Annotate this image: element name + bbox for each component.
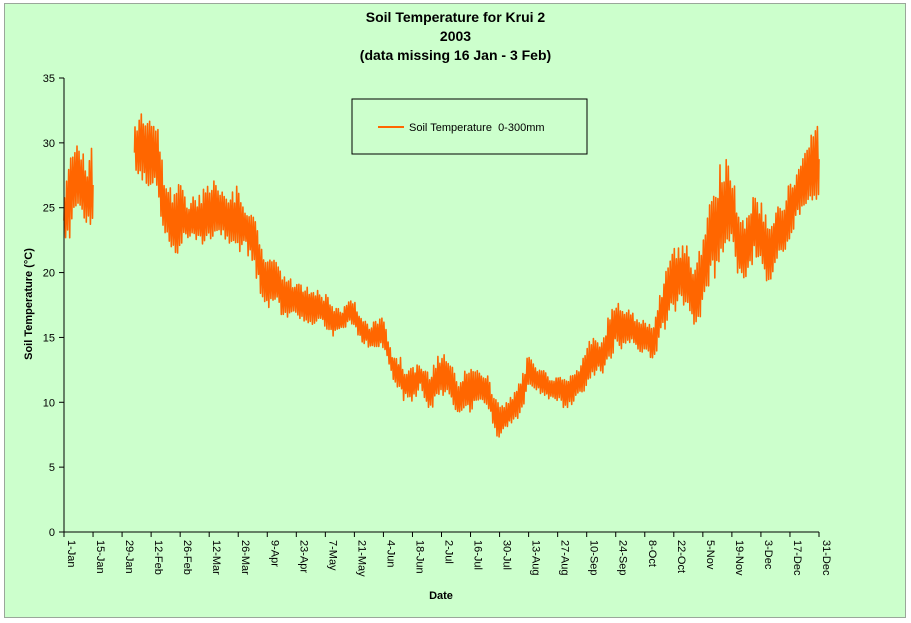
- x-tick-label: 15-Jan: [94, 540, 106, 574]
- y-tick-label: 20: [43, 268, 55, 280]
- x-tick-label: 17-Dec: [791, 540, 803, 576]
- chart-title: Soil Temperature for Krui 2 2003 (data m…: [0, 8, 911, 65]
- chart-title-line-3: (data missing 16 Jan - 3 Feb): [359, 47, 552, 63]
- chart-area: [4, 3, 906, 618]
- plot-area: [63, 113, 820, 438]
- x-tick-label: 31-Dec: [820, 540, 832, 576]
- y-tick-label: 25: [43, 203, 55, 215]
- x-tick-label: 26-Feb: [181, 540, 193, 575]
- chart-title-line-2: 2003: [439, 28, 472, 44]
- x-tick-label: 26-Mar: [239, 540, 251, 575]
- x-tick-label: 21-May: [355, 540, 367, 577]
- x-tick-label: 8-Oct: [646, 540, 658, 567]
- y-tick-label: 15: [43, 332, 55, 344]
- x-tick-label: 10-Sep: [588, 540, 600, 575]
- legend: Soil Temperature 0-300mm: [351, 98, 588, 155]
- x-tick-label: 4-Jun: [384, 540, 396, 568]
- x-tick-label: 23-Apr: [297, 540, 309, 573]
- x-tick-label: 24-Sep: [617, 540, 629, 575]
- y-tick-label: 10: [43, 397, 55, 409]
- series-line-segment-2: [133, 113, 820, 438]
- y-axis-title: Soil Temperature (°C): [23, 248, 35, 360]
- x-tick-label: 7-May: [326, 540, 338, 571]
- x-tick-label: 27-Aug: [559, 540, 571, 575]
- x-tick-label: 12-Mar: [210, 540, 222, 575]
- x-tick-label: 29-Jan: [123, 540, 135, 574]
- y-tick-label: 5: [49, 462, 55, 474]
- x-tick-label: 12-Feb: [152, 540, 164, 575]
- y-tick-label: 30: [43, 138, 55, 150]
- y-tick-label: 35: [43, 73, 55, 85]
- x-tick-label: 1-Jan: [65, 540, 77, 568]
- x-tick-label: 30-Jul: [501, 540, 513, 570]
- x-tick-label: 2-Jul: [443, 540, 455, 564]
- y-axis: 0 5 10 15 20 25 30 35: [43, 73, 65, 539]
- x-tick-label: 5-Nov: [704, 540, 716, 570]
- series-line-segment-1: [63, 145, 94, 239]
- x-tick-label: 13-Aug: [530, 540, 542, 575]
- chart-title-line-1: Soil Temperature for Krui 2: [365, 9, 546, 25]
- x-axis-title: Date: [429, 590, 453, 602]
- legend-box: [351, 98, 588, 155]
- x-tick-label: 16-Jul: [472, 540, 484, 570]
- x-tick-label: 3-Dec: [762, 540, 774, 570]
- x-tick-label: 19-Nov: [733, 540, 745, 576]
- x-tick-label: 18-Jun: [413, 540, 425, 574]
- legend-label: Soil Temperature 0-300mm: [409, 122, 545, 134]
- x-tick-label: 9-Apr: [268, 540, 280, 567]
- x-tick-label: 22-Oct: [675, 540, 687, 573]
- x-axis: 1-Jan 15-Jan 29-Jan 12-Feb 26-Feb 12-Mar 26-Ma…: [63, 531, 832, 577]
- y-tick-label: 0: [49, 527, 55, 539]
